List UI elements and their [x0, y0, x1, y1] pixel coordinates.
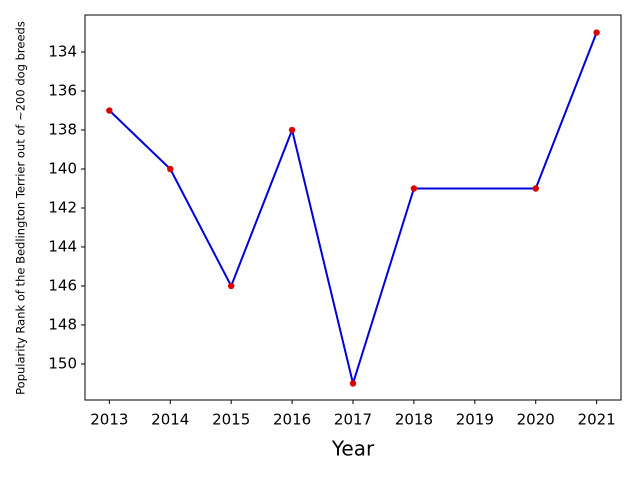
plot-frame: [84, 14, 622, 401]
marker: [288, 126, 296, 134]
marker: [167, 165, 174, 173]
marker: [106, 107, 113, 114]
marker: [593, 29, 600, 36]
x-tick-label: 2015: [212, 411, 250, 429]
x-tick-label: 2016: [273, 411, 311, 429]
y-tick-label: 138: [48, 121, 77, 139]
line: [108, 32, 598, 388]
marker: [227, 282, 235, 290]
y-tick-label: 136: [48, 82, 77, 100]
y-tick-label: 146: [48, 276, 77, 294]
x-tick-label: 2018: [395, 411, 433, 429]
x-tick-label: 2017: [334, 411, 372, 429]
x-tick-label: 2020: [517, 411, 555, 429]
y-tick-label: 150: [48, 354, 77, 372]
y-axis-label: Popularity Rank of the Bedlington Terrie…: [14, 21, 28, 395]
x-tick-label: 2013: [90, 411, 128, 429]
y-tick-label: 142: [48, 198, 77, 216]
marker: [532, 185, 539, 192]
x-tick-label: 2014: [151, 411, 189, 429]
y-tick-label: 148: [48, 315, 77, 333]
x-axis-label: Year: [331, 437, 375, 461]
y-tick-label: 134: [48, 43, 77, 61]
marker: [410, 185, 418, 192]
marker: [349, 380, 357, 387]
x-tick-label: 2019: [456, 411, 494, 429]
x-tick-label: 2021: [578, 411, 616, 429]
y-tick-label: 144: [48, 237, 77, 255]
y-tick-label: 140: [48, 160, 77, 178]
